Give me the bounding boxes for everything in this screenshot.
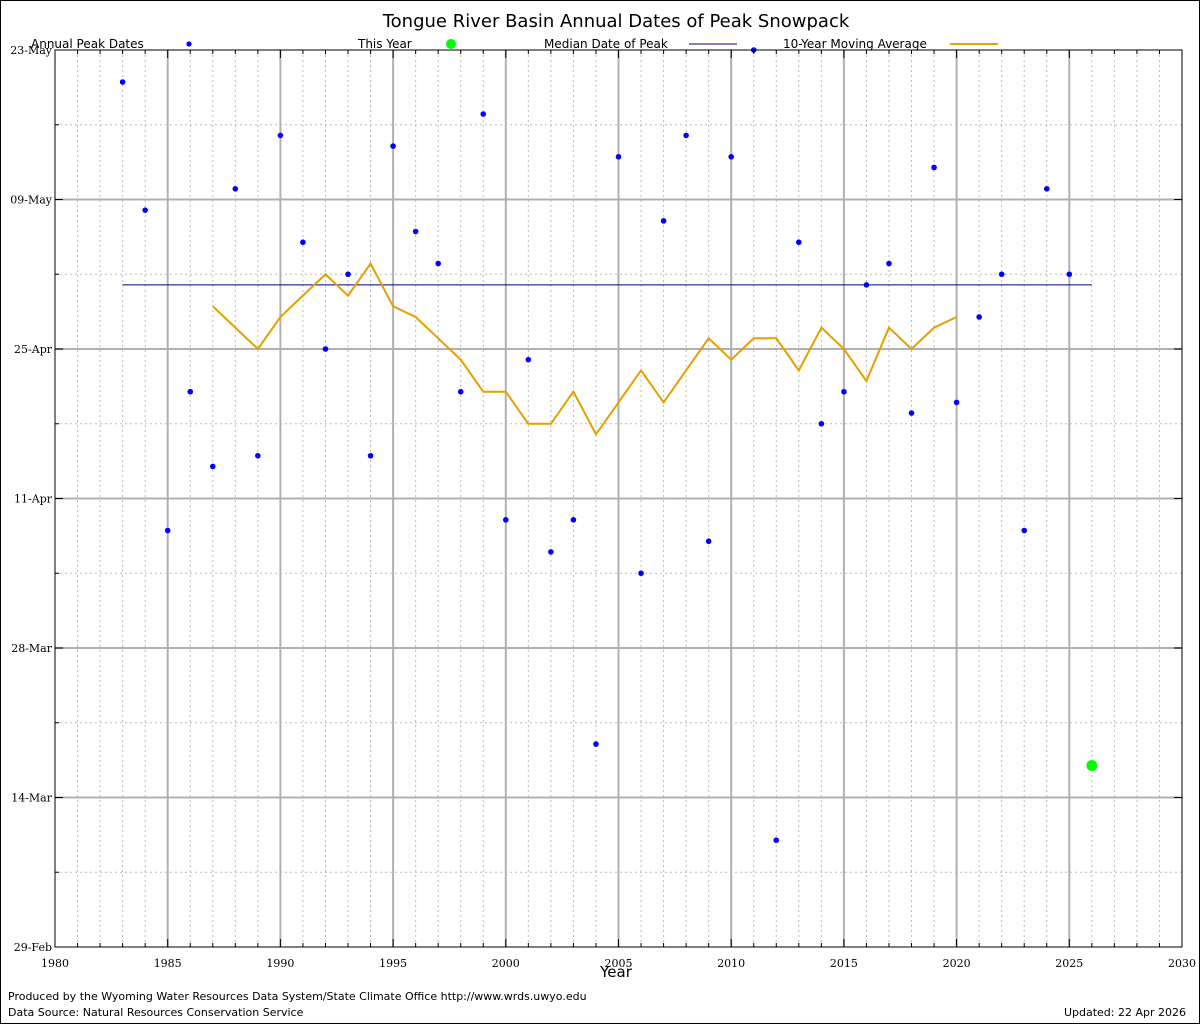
y-tick-label: 09-May (10, 194, 53, 207)
y-tick-label: 23-May (10, 44, 53, 57)
footer-updated: Updated: 22 Apr 2026 (1063, 1006, 1186, 1019)
annual-peak-point (773, 837, 780, 844)
annual-peak-point (931, 164, 937, 171)
annual-peak-point (209, 463, 216, 470)
tick-labels: 1980 1985 1990 1995 2000 2005 2010 2015 2020 2025… (10, 44, 1196, 970)
x-tick-label: 2015 (830, 957, 858, 970)
annual-peak-point (300, 239, 306, 246)
y-tick-label: 25-Apr (14, 343, 53, 356)
annual-peak-point (615, 153, 622, 160)
annual-peak-point (480, 111, 487, 117)
legend-median-label: Median Date of Peak (544, 37, 668, 51)
y-tick-label: 14-Mar (11, 792, 53, 805)
annual-peak-point (503, 517, 509, 523)
x-tick-label: 2005 (605, 957, 633, 970)
annual-peak-point (593, 741, 599, 747)
axes (54, 49, 1183, 948)
annual-peak-point (232, 186, 239, 192)
annual-peak-point (412, 228, 419, 235)
x-tick-label: 1995 (379, 957, 407, 970)
x-tick-label: 2000 (492, 957, 520, 970)
annual-peak-point (142, 207, 148, 213)
annual-peak-point (548, 549, 554, 555)
moving-average-series (212, 261, 958, 437)
annual-peak-point (841, 388, 847, 395)
annual-peak-point (187, 388, 194, 395)
x-axis-label: Year (599, 963, 633, 981)
grid (55, 50, 1182, 947)
annual-peak-point (525, 356, 532, 363)
y-tick-label: 28-Mar (11, 642, 53, 655)
annual-peak-series (119, 47, 1073, 844)
annual-peak-point (1021, 527, 1028, 534)
legend-this-year-marker (446, 39, 456, 49)
annual-peak-point (796, 239, 802, 246)
x-tick-label: 2030 (1168, 957, 1196, 970)
annual-peak-point (1043, 186, 1050, 192)
y-tick-label: 29-Feb (14, 941, 52, 954)
annual-peak-point (908, 410, 915, 416)
this-year-series (1086, 759, 1098, 771)
x-tick-label: 1990 (266, 957, 294, 970)
chart-title: Tongue River Basin Annual Dates of Peak … (382, 11, 850, 32)
annual-peak-point (570, 517, 577, 523)
annual-peak-point (638, 570, 644, 577)
annual-peak-point (345, 271, 351, 278)
annual-peak-point (728, 153, 734, 160)
x-tick-label: 1985 (154, 957, 182, 970)
annual-peak-point (322, 346, 329, 352)
annual-peak-point (277, 132, 284, 139)
this-year-point (1086, 759, 1098, 771)
annual-peak-point (818, 420, 825, 427)
annual-peak-point (390, 143, 396, 149)
legend-annual-peak-label: Annual Peak Dates (31, 37, 144, 51)
moving-average-line (212, 261, 958, 437)
x-tick-label: 2010 (717, 957, 745, 970)
annual-peak-point (367, 452, 374, 459)
annual-peak-point (457, 388, 464, 395)
annual-peak-point (886, 260, 892, 267)
annual-peak-point (976, 314, 982, 320)
annual-peak-point (863, 282, 870, 288)
legend-this-year-label: This Year (357, 37, 412, 51)
annual-peak-point (164, 527, 171, 534)
annual-peak-point (683, 132, 689, 139)
annual-peak-point (435, 260, 441, 267)
footer-credit: Produced by the Wyoming Water Resources … (8, 990, 587, 1003)
legend-moving-avg-label: 10-Year Moving Average (783, 37, 927, 51)
annual-peak-point (1066, 271, 1073, 278)
annual-peak-point (998, 271, 1005, 278)
annual-peak-point (119, 79, 126, 85)
x-tick-label: 1980 (41, 957, 69, 970)
annual-peak-point (660, 218, 667, 224)
annual-peak-point (953, 399, 960, 406)
legend-annual-peak-marker (186, 41, 192, 47)
annual-peak-point (255, 452, 261, 459)
y-tick-label: 11-Apr (14, 493, 53, 506)
annual-peak-point (705, 538, 712, 545)
x-tick-label: 2025 (1055, 957, 1083, 970)
footer-source: Data Source: Natural Resources Conservat… (8, 1006, 304, 1019)
x-tick-label: 2020 (943, 957, 971, 970)
legend: Annual Peak Dates This Year Median Date … (31, 37, 998, 51)
